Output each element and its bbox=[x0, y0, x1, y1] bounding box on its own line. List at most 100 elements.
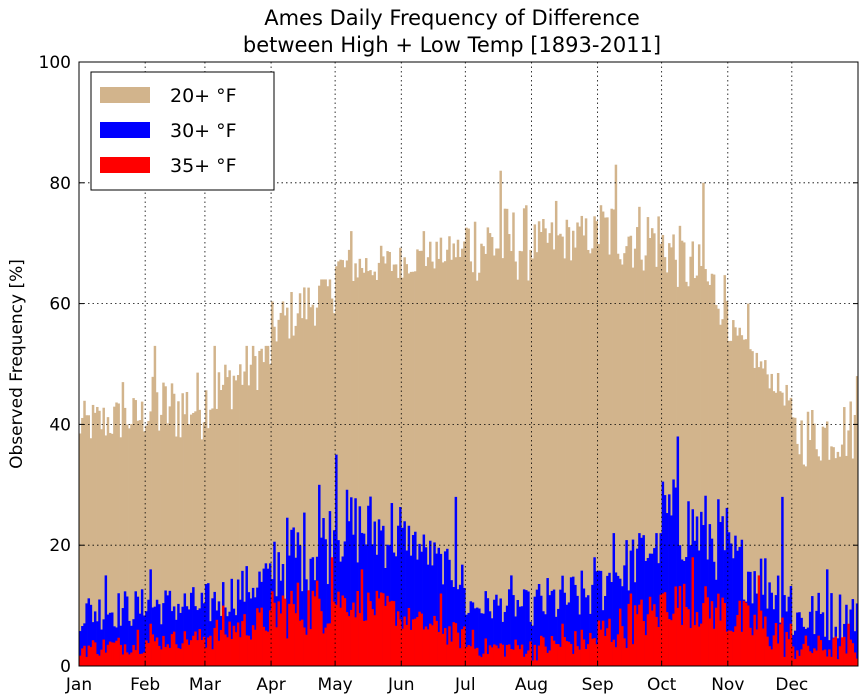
bar bbox=[646, 557, 650, 666]
bar bbox=[320, 279, 323, 666]
bar bbox=[473, 608, 477, 666]
bar bbox=[130, 423, 133, 666]
bar bbox=[505, 605, 509, 666]
bar bbox=[192, 635, 195, 666]
bar bbox=[510, 575, 513, 666]
bar bbox=[318, 598, 321, 666]
bar bbox=[456, 239, 460, 667]
bar bbox=[104, 652, 108, 666]
bar bbox=[213, 627, 216, 666]
bar bbox=[328, 623, 332, 666]
bar bbox=[830, 446, 833, 666]
bar bbox=[196, 372, 199, 666]
bar bbox=[697, 626, 701, 666]
bar bbox=[473, 221, 477, 666]
bar bbox=[740, 335, 744, 666]
bar bbox=[853, 631, 857, 666]
bar bbox=[806, 645, 810, 666]
bar bbox=[83, 400, 86, 666]
bar bbox=[422, 629, 426, 666]
bar bbox=[514, 261, 517, 666]
bar bbox=[358, 258, 362, 666]
bar bbox=[659, 594, 662, 666]
bar bbox=[352, 602, 355, 666]
bar bbox=[179, 648, 182, 666]
bar bbox=[552, 589, 556, 666]
bar bbox=[155, 637, 159, 666]
bar bbox=[130, 652, 133, 666]
bar bbox=[379, 592, 383, 666]
bar bbox=[458, 256, 462, 666]
bar bbox=[567, 602, 571, 666]
bar bbox=[465, 614, 468, 666]
bar bbox=[98, 410, 101, 666]
bar bbox=[501, 621, 505, 666]
bar bbox=[650, 610, 654, 666]
bar bbox=[678, 225, 682, 666]
bar bbox=[221, 605, 225, 666]
x-tick-label: Oct bbox=[647, 675, 677, 695]
bar bbox=[764, 558, 767, 666]
bar bbox=[512, 649, 515, 666]
bar bbox=[364, 258, 368, 666]
legend-swatch bbox=[100, 122, 150, 138]
bar bbox=[300, 318, 304, 666]
bar bbox=[772, 635, 776, 666]
bar bbox=[482, 246, 485, 666]
bar bbox=[181, 393, 184, 666]
bar bbox=[704, 586, 707, 666]
y-tick-label: 20 bbox=[49, 536, 71, 556]
bar bbox=[461, 564, 464, 666]
bar bbox=[510, 649, 513, 666]
bar bbox=[416, 249, 419, 666]
bar bbox=[574, 584, 577, 666]
bar bbox=[106, 644, 110, 666]
bar bbox=[751, 603, 754, 666]
bar bbox=[700, 265, 703, 666]
bar bbox=[168, 590, 172, 666]
bar bbox=[817, 592, 820, 666]
bar bbox=[202, 636, 206, 666]
bar bbox=[448, 559, 451, 666]
bar bbox=[640, 259, 643, 666]
bar bbox=[776, 373, 780, 666]
bar bbox=[232, 375, 236, 666]
bar bbox=[702, 525, 705, 666]
bar bbox=[838, 594, 842, 666]
bar bbox=[326, 623, 330, 666]
bar bbox=[234, 380, 238, 666]
bar bbox=[783, 405, 786, 666]
bar bbox=[774, 622, 778, 666]
bar bbox=[89, 647, 93, 666]
bar bbox=[247, 635, 251, 666]
bar bbox=[277, 601, 280, 666]
bar bbox=[104, 435, 108, 666]
bar bbox=[836, 659, 840, 666]
bar bbox=[303, 627, 306, 666]
bar bbox=[533, 644, 537, 666]
bar bbox=[309, 629, 312, 666]
bar bbox=[401, 527, 404, 666]
bar bbox=[469, 646, 473, 666]
bar bbox=[612, 209, 616, 666]
bar bbox=[744, 602, 748, 666]
bar bbox=[422, 534, 426, 666]
bar bbox=[96, 621, 99, 666]
bar bbox=[569, 577, 573, 666]
bar bbox=[657, 216, 660, 666]
bar bbox=[332, 313, 336, 666]
bar bbox=[367, 505, 370, 666]
bar bbox=[708, 284, 712, 666]
bar bbox=[113, 406, 116, 666]
bar bbox=[578, 614, 581, 666]
bar bbox=[172, 393, 176, 666]
bar bbox=[448, 236, 451, 666]
bar bbox=[520, 644, 524, 666]
bar bbox=[540, 635, 543, 666]
bar bbox=[636, 548, 639, 666]
bar bbox=[845, 653, 848, 666]
bar bbox=[574, 247, 577, 666]
bar bbox=[254, 629, 257, 666]
bar bbox=[211, 598, 214, 666]
bar bbox=[518, 606, 522, 666]
